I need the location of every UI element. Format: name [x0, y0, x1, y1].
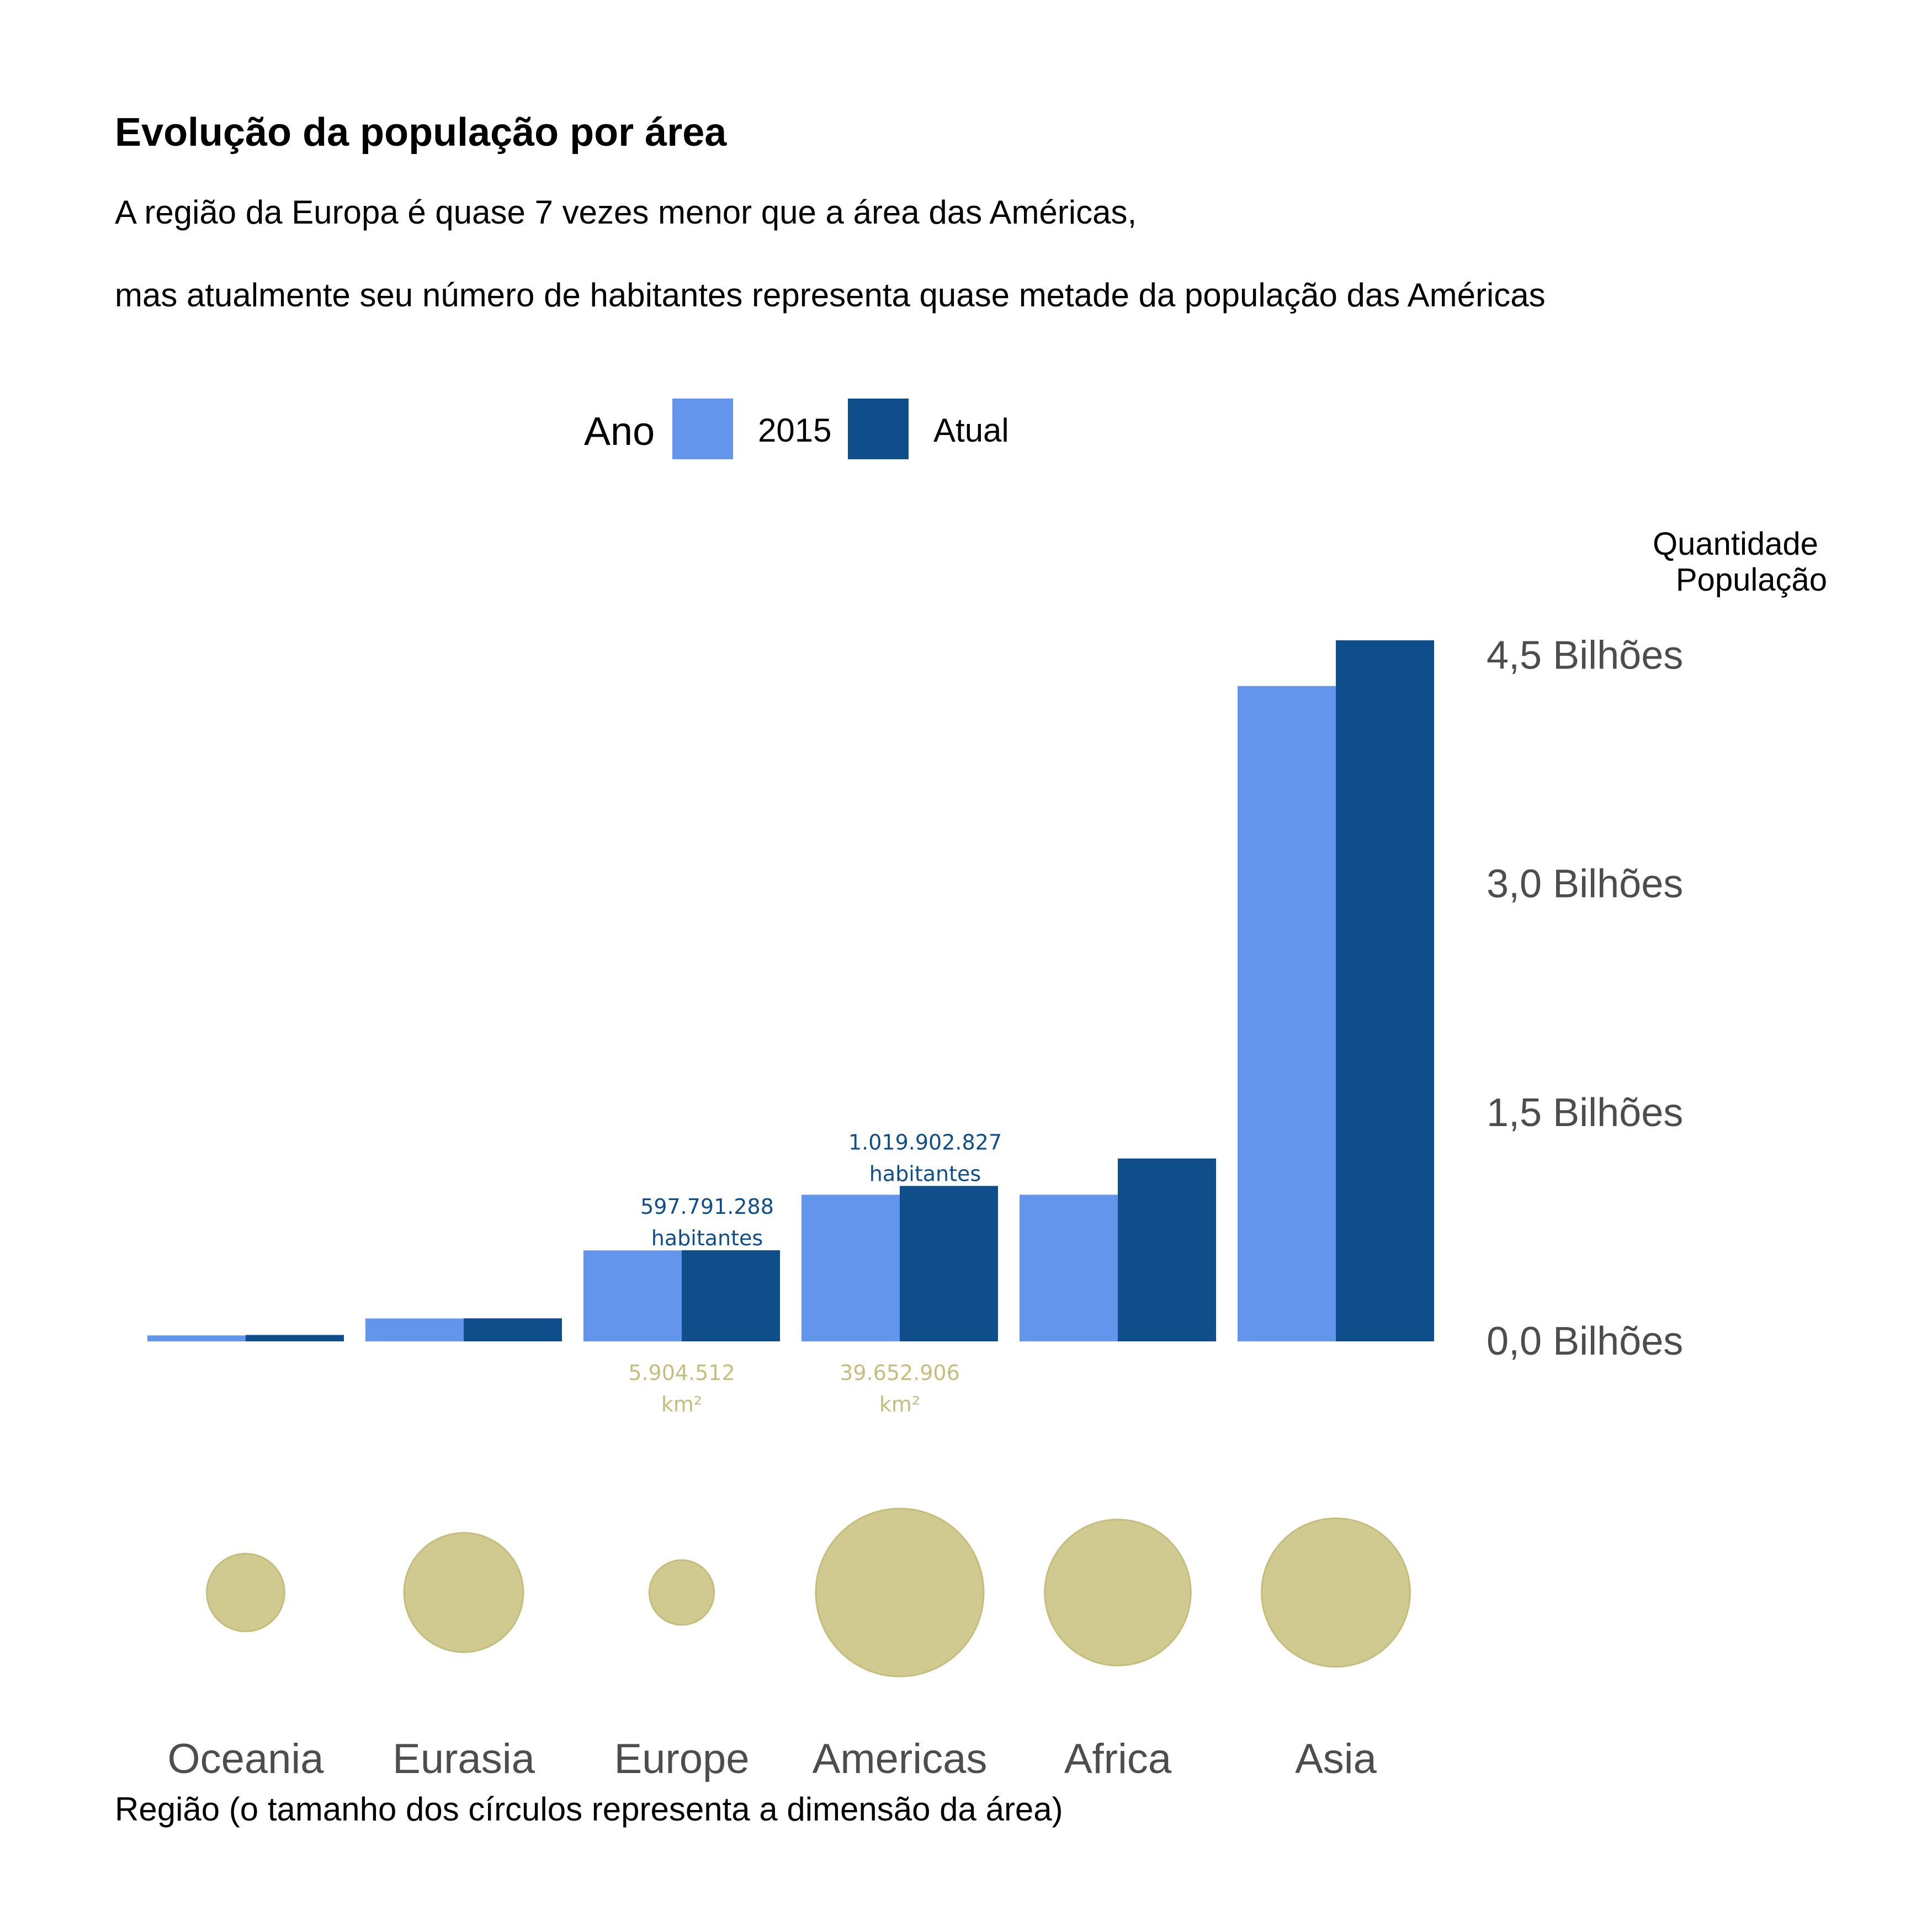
annotation-area-europe: 5.904.512 km²: [628, 1361, 735, 1416]
chart-subtitle-line-2: mas atualmente seu número de habitantes …: [115, 277, 1546, 314]
y-tick-label-4-5-bilh-es: 4,5 Bilhões: [1487, 634, 1683, 678]
bar-europe-atual: [682, 1250, 780, 1341]
annotation-population-europe-line-2: habitantes: [651, 1226, 763, 1250]
annotation-area-americas-line-1: 39.652.906: [840, 1361, 960, 1385]
annotation-population-americas-line-1: 1.019.902.827: [848, 1130, 1002, 1154]
x-tick-label-asia: Asia: [1295, 1735, 1377, 1782]
bar-asia-atual: [1336, 640, 1434, 1341]
annotation-area-americas: 39.652.906 km²: [840, 1361, 960, 1416]
y-tick-label-1-5-bilh-es: 1,5 Bilhões: [1487, 1091, 1683, 1135]
x-axis-category-labels: Oceania Eurasia Europe Americas Africa Asia: [167, 1735, 1377, 1782]
bar-americas-2015: [802, 1195, 900, 1341]
bar-africa-atual: [1118, 1158, 1216, 1341]
chart-subtitle-line-1: A região da Europa é quase 7 vezes menor…: [115, 194, 1137, 231]
annotations: 597.791.288 habitantes 1.019.902.827 habita…: [628, 1130, 1002, 1416]
annotation-area-europe-line-2: km²: [661, 1392, 702, 1416]
legend: Ano 2015 Atual: [584, 399, 1009, 459]
bars: [147, 640, 1434, 1341]
x-tick-label-eurasia: Eurasia: [392, 1735, 535, 1782]
annotation-area-americas-line-2: km²: [879, 1392, 920, 1416]
legend-swatch-atual: [848, 399, 909, 459]
legend-label-2015: 2015: [758, 412, 831, 449]
annotation-population-americas: 1.019.902.827 habitantes: [848, 1130, 1002, 1186]
bar-africa-2015: [1020, 1195, 1118, 1341]
x-tick-label-africa: Africa: [1064, 1735, 1172, 1782]
annotation-area-europe-line-1: 5.904.512: [628, 1361, 735, 1385]
x-tick-label-europe: Europe: [614, 1735, 749, 1782]
x-tick-label-oceania: Oceania: [167, 1735, 324, 1782]
area-circle-americas: [815, 1508, 985, 1678]
annotation-population-europe: 597.791.288 habitantes: [640, 1195, 774, 1250]
legend-swatch-2015: [672, 399, 733, 459]
bar-asia-2015: [1238, 686, 1336, 1341]
bar-eurasia-atual: [464, 1318, 562, 1341]
bar-europe-2015: [583, 1250, 682, 1341]
legend-title: Ano: [584, 410, 655, 454]
chart-title: Evolução da população por área: [115, 110, 727, 155]
bar-eurasia-2015: [365, 1318, 464, 1341]
bar-americas-atual: [900, 1186, 998, 1341]
legend-label-atual: Atual: [933, 412, 1009, 449]
area-circle-oceania: [206, 1553, 285, 1632]
y-axis-ticks: 0,0 Bilhões 1,5 Bilhões 3,0 Bilhões 4,5 Bil…: [1487, 634, 1683, 1363]
area-circles: [206, 1508, 1411, 1678]
y-tick-label-3-0-bilh-es: 3,0 Bilhões: [1487, 862, 1683, 906]
area-circle-africa: [1044, 1519, 1192, 1666]
x-axis-title: Região (o tamanho dos círculos represent…: [115, 1791, 1063, 1828]
y-axis-title-line-1: Quantidade: [1653, 526, 1818, 562]
y-axis-title-line-2: População: [1676, 562, 1827, 598]
bar-oceania-atual: [246, 1335, 344, 1341]
annotation-population-americas-line-2: habitantes: [869, 1161, 981, 1186]
x-tick-label-americas: Americas: [813, 1735, 988, 1782]
bar-oceania-2015: [147, 1335, 246, 1341]
area-circle-eurasia: [403, 1532, 524, 1653]
area-circle-asia: [1261, 1517, 1411, 1668]
area-circle-europe: [648, 1559, 715, 1626]
annotation-population-europe-line-1: 597.791.288: [640, 1195, 774, 1219]
y-axis-title: Quantidade População: [1653, 526, 1827, 598]
y-tick-label-0-0-bilh-es: 0,0 Bilhões: [1487, 1319, 1683, 1363]
